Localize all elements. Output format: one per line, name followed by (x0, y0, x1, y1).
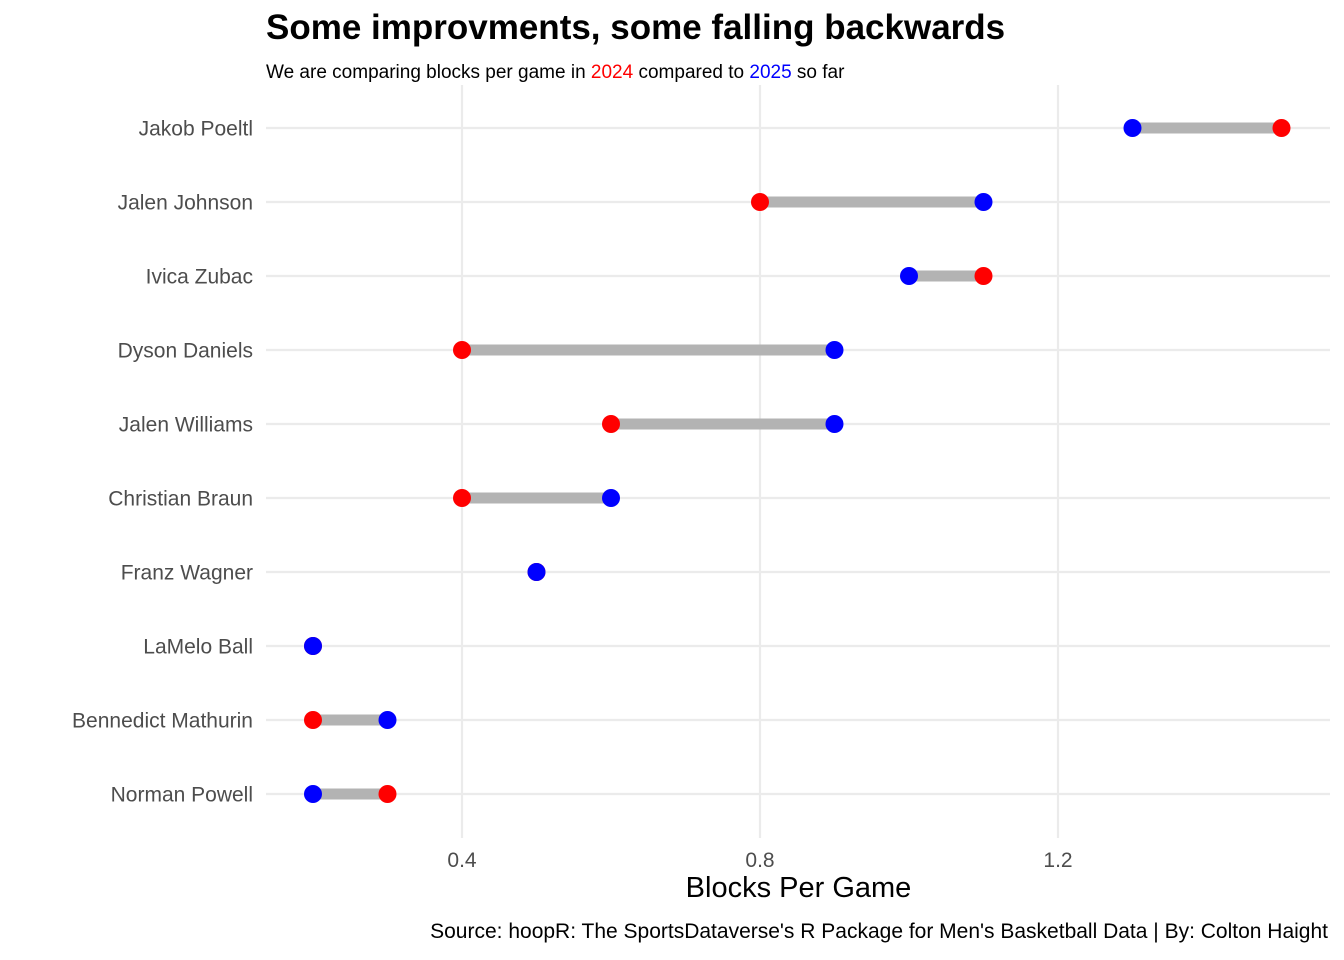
y-tick-label: LaMelo Ball (143, 636, 253, 659)
point-2025 (304, 637, 322, 655)
point-2025 (974, 193, 993, 211)
chart-title: Some improvments, some falling backwards (266, 8, 1006, 47)
point-2025 (900, 267, 918, 285)
label-layer: 0.4 0.8 1.2 Jakob Poeltl Jalen Johnson Ivica … (72, 118, 1073, 873)
point-2025 (825, 341, 844, 359)
point-2024 (453, 341, 471, 359)
y-tick-label: Jalen Johnson (118, 192, 253, 215)
y-tick-label: Ivica Zubac (146, 266, 253, 289)
point-2024 (974, 267, 993, 285)
x-tick-label: 1.2 (1043, 849, 1072, 872)
y-tick-label: Dyson Daniels (118, 340, 253, 363)
x-tick-label: 0.4 (447, 849, 477, 872)
point-2024 (378, 785, 397, 803)
subtitle-year-2024: 2024 (590, 62, 634, 83)
point-2025 (825, 415, 844, 433)
point-2025 (378, 711, 397, 729)
subtitle-suffix: so far (791, 62, 845, 83)
x-axis-title: Blocks Per Game (685, 872, 912, 904)
y-tick-label: Norman Powell (111, 784, 253, 807)
subtitle-year-2025: 2025 (749, 62, 792, 83)
chart-caption: Source: hoopR: The SportsDataverse's R P… (430, 920, 1328, 943)
point-layer (304, 119, 1291, 803)
y-tick-label: Jakob Poeltl (139, 118, 253, 141)
point-2024 (602, 415, 620, 433)
chart-subtitle: We are comparing blocks per game in 2024… (266, 62, 844, 84)
x-tick-label: 0.8 (745, 849, 774, 872)
subtitle-middle: compared to (633, 62, 750, 83)
segment-layer (313, 122, 1282, 800)
point-2024 (453, 489, 471, 507)
y-tick-label: Christian Braun (108, 488, 253, 511)
y-tick-label: Bennedict Mathurin (72, 710, 253, 733)
point-2024 (304, 711, 322, 729)
point-2025 (304, 785, 322, 803)
y-tick-label: Franz Wagner (121, 562, 253, 585)
y-tick-label: Jalen Williams (119, 414, 253, 437)
subtitle-prefix: We are comparing blocks per game in (266, 62, 591, 83)
point-2025 (602, 489, 620, 507)
point-2024 (1272, 119, 1291, 137)
point-2025 (1123, 119, 1142, 137)
point-2025 (527, 563, 546, 581)
point-2024 (751, 193, 769, 211)
